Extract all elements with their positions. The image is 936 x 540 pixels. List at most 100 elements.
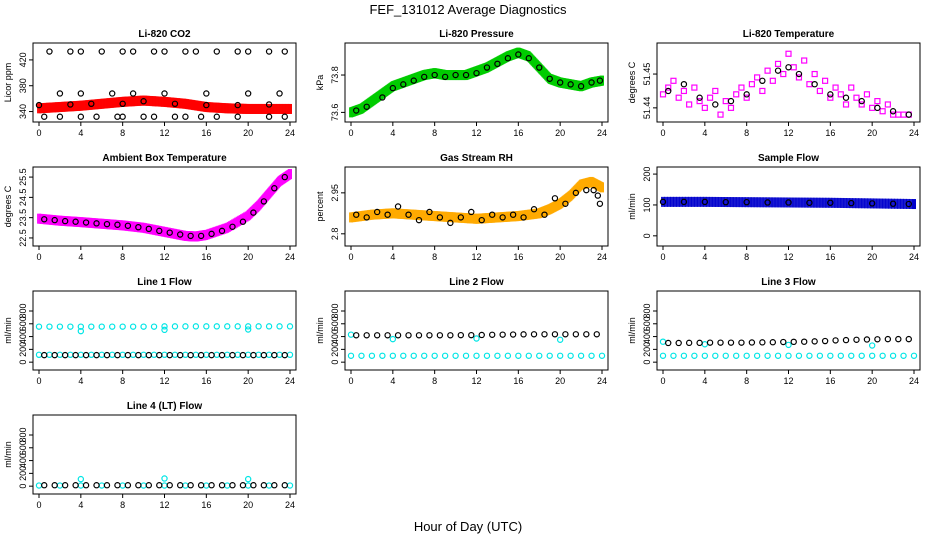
x-tick-label: 12 (471, 128, 481, 138)
data-point (93, 482, 100, 489)
y-tick-label: 2.95 (330, 184, 340, 202)
y-tick-label: 600 (18, 440, 28, 455)
chart-title: Line 2 Flow (449, 277, 504, 288)
data-point (77, 327, 85, 335)
series-2 (353, 51, 604, 114)
y-tick-label: 73.8 (330, 66, 340, 84)
x-tick-label: 12 (159, 252, 169, 262)
band-mark (777, 197, 782, 208)
data-point (421, 73, 428, 81)
x-tick-label: 16 (201, 128, 211, 138)
data-point (452, 352, 459, 359)
band-mark (690, 196, 695, 207)
data-point (462, 352, 470, 359)
plot-frame (32, 414, 297, 495)
band-mark (780, 197, 785, 208)
data-point (806, 352, 813, 359)
data-point (754, 74, 761, 81)
x-tick-label: 0 (348, 252, 353, 262)
data-point (72, 218, 79, 225)
data-point (665, 339, 672, 347)
data-point (35, 482, 43, 489)
series-1 (659, 338, 918, 359)
data-point (234, 323, 241, 330)
x-tick-label: 0 (660, 128, 665, 138)
band-mark (798, 197, 803, 208)
data-point (203, 482, 210, 489)
data-point (701, 341, 709, 348)
data-point (764, 199, 771, 206)
data-point (281, 113, 288, 120)
data-point (224, 482, 231, 489)
data-point (250, 351, 257, 359)
y-tick-label: 51.44 (642, 97, 652, 120)
data-point (868, 200, 876, 207)
x-tick-label: 12 (159, 500, 169, 510)
data-point (72, 351, 79, 359)
data-point (806, 199, 813, 206)
data-point (759, 87, 766, 95)
y-tick-label: 400 (642, 329, 652, 344)
data-point (774, 352, 782, 359)
data-point (900, 352, 907, 359)
data-point (462, 71, 470, 79)
data-point (46, 351, 53, 359)
data-point (848, 352, 855, 359)
data-point (753, 352, 761, 359)
data-point (822, 77, 829, 84)
data-point (208, 230, 215, 238)
band-mark (675, 196, 680, 207)
data-point (51, 351, 58, 359)
data-point (286, 323, 294, 330)
data-point (281, 482, 288, 489)
data-point (182, 48, 189, 55)
x-tick-label: 8 (120, 128, 125, 138)
data-point (842, 94, 850, 101)
x-tick-label: 8 (744, 252, 749, 262)
y-tick-label: 0 (330, 360, 340, 365)
data-point (77, 90, 85, 97)
data-point (488, 331, 496, 338)
data-point (785, 352, 792, 359)
data-point (853, 336, 860, 343)
data-point (785, 341, 792, 349)
data-point (541, 331, 548, 338)
x-tick-label: 0 (348, 376, 353, 386)
data-point (827, 94, 834, 101)
data-point (499, 331, 506, 338)
band-mark (771, 197, 776, 208)
figure-title: FEF_131012 Average Diagnostics (369, 2, 567, 17)
data-point (811, 338, 818, 345)
band-mark (750, 197, 755, 208)
data-point (244, 323, 252, 330)
x-tick-label: 4 (390, 376, 395, 386)
data-point (239, 218, 247, 225)
data-point (562, 200, 569, 207)
data-point (197, 113, 205, 120)
data-point (203, 351, 210, 359)
data-point (271, 185, 278, 192)
y-axis-label: degrees C (627, 61, 637, 103)
data-point (468, 208, 475, 216)
data-point (72, 482, 79, 489)
band-mark (711, 196, 716, 207)
data-point (452, 71, 459, 79)
data-point (905, 200, 912, 208)
series-2 (659, 198, 912, 208)
data-point (82, 219, 90, 226)
x-tick-label: 4 (702, 376, 707, 386)
data-point (680, 198, 688, 206)
data-point (583, 186, 590, 194)
data-point (88, 351, 95, 359)
band-mark (795, 197, 800, 208)
x-tick-label: 16 (201, 500, 211, 510)
data-point (884, 101, 891, 108)
data-point (171, 351, 179, 359)
x-tick-label: 4 (78, 500, 83, 510)
chart-panel-4: Ambient Box Temperature 0 4 8 12 16 20 24 22.5 23… (3, 153, 297, 262)
band-mark (738, 197, 743, 208)
data-point (114, 351, 121, 359)
data-point (368, 352, 376, 359)
y-tick-label: 200 (642, 342, 652, 357)
data-point (910, 352, 918, 359)
